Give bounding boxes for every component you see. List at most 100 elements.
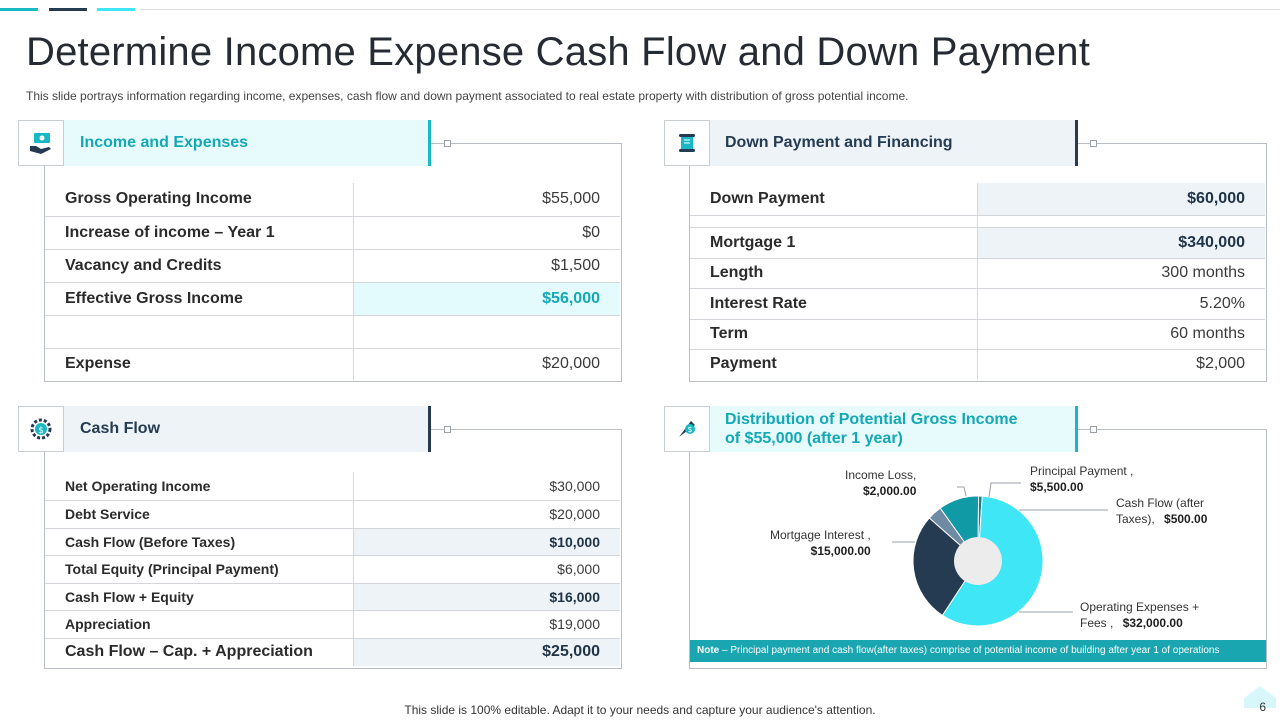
- row-value: $56,000: [353, 282, 620, 316]
- table-row: Payment $2,000: [690, 349, 1265, 379]
- label-principal-name: Principal Payment ,: [1030, 464, 1134, 478]
- row-value: 60 months: [977, 319, 1265, 350]
- top-rule: [140, 9, 1280, 10]
- income-connector: [450, 143, 620, 144]
- page-subtitle: This slide portrays information regardin…: [26, 89, 909, 103]
- row-label: [45, 315, 354, 349]
- label-principal: Principal Payment , $5,500.00: [1030, 463, 1133, 495]
- cashflow-icon-box: $: [18, 406, 64, 452]
- table-row: Total Equity (Principal Payment) $6,000: [45, 555, 620, 584]
- table-row: Mortgage 1 $340,000: [690, 227, 1265, 259]
- row-label: Net Operating Income: [45, 472, 354, 501]
- label-cashflow-name-2: Taxes),: [1116, 512, 1155, 526]
- income-header-bar: [428, 120, 431, 166]
- distribution-connector: [1096, 429, 1265, 430]
- row-value: $16,000: [353, 583, 620, 611]
- row-label: Effective Gross Income: [45, 282, 354, 316]
- label-opex-name-2: Fees ,: [1080, 616, 1114, 630]
- income-connector-dot: [444, 140, 451, 147]
- row-label: Down Payment: [690, 183, 978, 216]
- row-value: 5.20%: [977, 288, 1265, 320]
- cashflow-connector-dot: [444, 426, 451, 433]
- cashflow-header-bar: [428, 406, 431, 452]
- distribution-header-bar: [1075, 406, 1078, 452]
- leader-principal: [988, 482, 1021, 498]
- row-value: $19,000: [353, 610, 620, 639]
- row-value: $60,000: [977, 183, 1265, 216]
- income-table: Gross Operating Income $55,000 Increase o…: [45, 183, 620, 380]
- scroll-icon: [679, 134, 695, 152]
- income-header: Income and Expenses: [44, 120, 431, 166]
- down-header: Down Payment and Financing: [689, 120, 1078, 166]
- label-opex-name: Operating Expenses +: [1080, 600, 1200, 614]
- footer-text: This slide is 100% editable. Adapt it to…: [404, 703, 876, 717]
- row-value: $1,500: [353, 249, 620, 283]
- leader-income-loss: [957, 486, 967, 497]
- distribution-icon-box: $: [664, 406, 710, 452]
- distribution-note: Note – Principal payment and cash flow(a…: [690, 640, 1266, 662]
- table-row: Appreciation $19,000: [45, 610, 620, 639]
- row-value: $30,000: [353, 472, 620, 501]
- label-cashflow: Cash Flow (after Taxes), $500.00: [1116, 495, 1207, 527]
- table-row: Gross Operating Income $55,000: [45, 183, 620, 217]
- row-value: $25,000: [353, 638, 620, 666]
- row-label: Gross Operating Income: [45, 183, 354, 217]
- row-label: Term: [690, 319, 978, 350]
- label-mortgage-name: Mortgage Interest ,: [770, 528, 871, 542]
- distribution-header: Distribution of Potential Gross Income o…: [689, 406, 1078, 452]
- accent-bar-2: [49, 8, 87, 11]
- row-label: Appreciation: [45, 610, 354, 639]
- pie-slice-mortgage-interest: [912, 517, 979, 617]
- row-value: [977, 215, 1265, 228]
- row-value: $340,000: [977, 227, 1265, 259]
- down-connector: [1096, 143, 1265, 144]
- home-icon: [1244, 686, 1276, 708]
- row-value: $2,000: [1196, 355, 1245, 373]
- row-value: $20,000: [353, 500, 620, 529]
- table-row: Interest Rate 5.20%: [690, 288, 1265, 320]
- down-icon-box: [664, 120, 710, 166]
- table-row: Expense $20,000: [45, 348, 620, 380]
- gear-dollar-icon: $: [30, 418, 52, 440]
- note-text: – Principal payment and cash flow(after …: [719, 645, 1220, 656]
- down-header-bar: [1075, 120, 1078, 166]
- table-row: Effective Gross Income $56,000: [45, 282, 620, 316]
- distribution-connector-dot: [1090, 426, 1097, 433]
- table-row: Cash Flow – Cap. + Appreciation $25,000: [45, 638, 620, 666]
- row-value: $0: [353, 216, 620, 250]
- table-row: [690, 215, 1265, 228]
- distribution-header-title: Distribution of Potential Gross Income o…: [725, 411, 1018, 447]
- row-value: $10,000: [353, 528, 620, 556]
- svg-text:$: $: [687, 425, 692, 434]
- hand-money-icon: [30, 133, 51, 154]
- table-row: Term 60 months: [690, 319, 1265, 350]
- row-label: Cash Flow + Equity: [45, 583, 354, 611]
- accent-bar-1: [0, 8, 38, 11]
- money-rocket-icon: $: [679, 421, 695, 437]
- row-label: Vacancy and Credits: [45, 249, 354, 283]
- down-header-title: Down Payment and Financing: [725, 134, 953, 151]
- page-title: Determine Income Expense Cash Flow and D…: [26, 30, 1091, 74]
- page-number: 6: [1259, 700, 1266, 714]
- row-label: Total Equity (Principal Payment): [45, 555, 354, 584]
- label-opex: Operating Expenses + Fees , $32,000.00: [1080, 599, 1199, 631]
- svg-text:$: $: [38, 426, 44, 436]
- row-label: Payment: [690, 349, 978, 379]
- table-row: Vacancy and Credits $1,500: [45, 249, 620, 283]
- table-row: Increase of income – Year 1 $0: [45, 216, 620, 250]
- row-label: Expense: [45, 348, 354, 380]
- cashflow-table: Net Operating Income $30,000 Debt Service…: [45, 472, 620, 666]
- row-value: 300 months: [977, 258, 1265, 289]
- row-label: Length: [690, 258, 978, 289]
- label-income-loss-name: Income Loss,: [845, 468, 917, 482]
- row-label: Cash Flow (Before Taxes): [45, 528, 354, 556]
- row-value: $6,000: [353, 555, 620, 584]
- cashflow-header: Cash Flow: [44, 406, 431, 452]
- distribution-donut-chart: [892, 482, 1108, 627]
- table-row: Cash Flow (Before Taxes) $10,000: [45, 528, 620, 556]
- down-table: Down Payment $60,000 Mortgage 1 $340,000 L…: [690, 183, 1265, 379]
- income-icon-box: [18, 120, 64, 166]
- leader-lines: [892, 482, 1108, 613]
- row-label: [690, 215, 978, 228]
- label-income-loss-value: $2,000.00: [862, 484, 917, 498]
